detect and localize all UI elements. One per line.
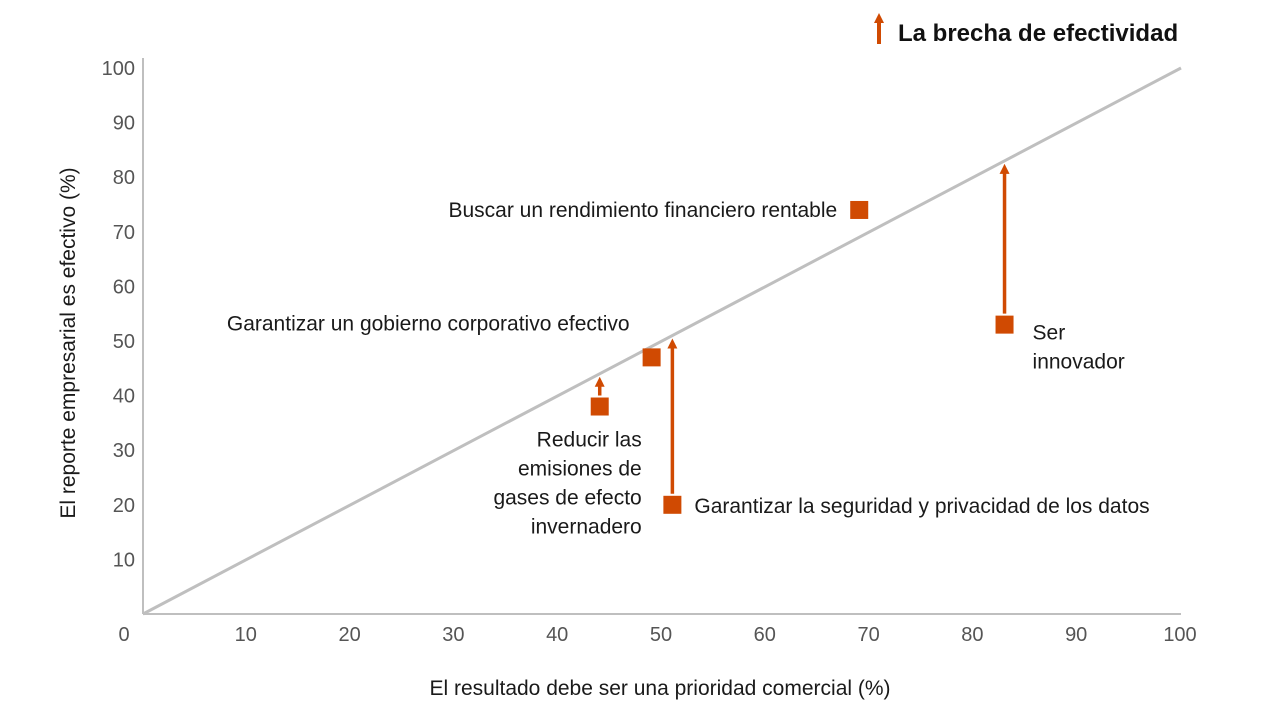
axes: [142, 58, 1182, 616]
legend: La brecha de efectividad: [874, 13, 1178, 47]
data-marks: Buscar un rendimiento financiero rentabl…: [227, 163, 1150, 539]
data-point-marker: [663, 495, 682, 514]
x-tick-label: 0: [118, 624, 129, 646]
y-tick-label: 70: [113, 222, 135, 244]
x-axis-title: El resultado debe ser una prioridad come…: [429, 677, 890, 700]
data-point-label: Garantizar un gobierno corporativo efect…: [227, 312, 630, 335]
y-tick-label: 30: [113, 440, 135, 462]
data-point-marker: [995, 315, 1014, 334]
x-tick-label: 40: [546, 624, 568, 646]
y-tick-label: 10: [113, 549, 135, 571]
x-axis-ticks: 0 10 20 30 40 50 60 70 80 90 100: [118, 624, 1196, 646]
y-axis-ticks: 10 20 30 40 50 60 70 80 90 100: [102, 58, 135, 571]
y-tick-label: 80: [113, 167, 135, 189]
x-tick-label: 80: [961, 624, 983, 646]
y-tick-label: 50: [113, 331, 135, 353]
x-tick-label: 60: [754, 624, 776, 646]
data-point-label: gases de efecto: [493, 487, 641, 510]
data-point-label: invernadero: [531, 516, 642, 539]
data-point-marker: [850, 200, 869, 219]
reference-line: [142, 66, 1182, 616]
y-axis-title: El reporte empresarial es efectivo (%): [57, 167, 80, 518]
data-point-label: Reducir las: [537, 429, 642, 452]
data-point-label: emisiones de: [518, 458, 642, 481]
y-tick-label: 20: [113, 495, 135, 517]
y-tick-label: 40: [113, 386, 135, 408]
data-point-label: innovador: [1033, 351, 1125, 374]
x-tick-label: 20: [338, 624, 360, 646]
y-tick-label: 60: [113, 276, 135, 298]
x-tick-label: 10: [235, 624, 257, 646]
data-point-marker: [642, 348, 661, 367]
x-tick-label: 90: [1065, 624, 1087, 646]
x-tick-label: 100: [1163, 624, 1196, 646]
data-point-marker: [590, 397, 609, 416]
data-point-label: Garantizar la seguridad y privacidad de …: [694, 495, 1149, 518]
x-tick-label: 30: [442, 624, 464, 646]
legend-label: La brecha de efectividad: [898, 20, 1178, 47]
y-tick-label: 100: [102, 58, 135, 80]
x-tick-label: 70: [857, 624, 879, 646]
y-tick-label: 90: [113, 113, 135, 135]
data-point-label: Ser: [1033, 322, 1066, 345]
x-tick-label: 50: [650, 624, 672, 646]
data-point-label: Buscar un rendimiento financiero rentabl…: [448, 199, 837, 222]
